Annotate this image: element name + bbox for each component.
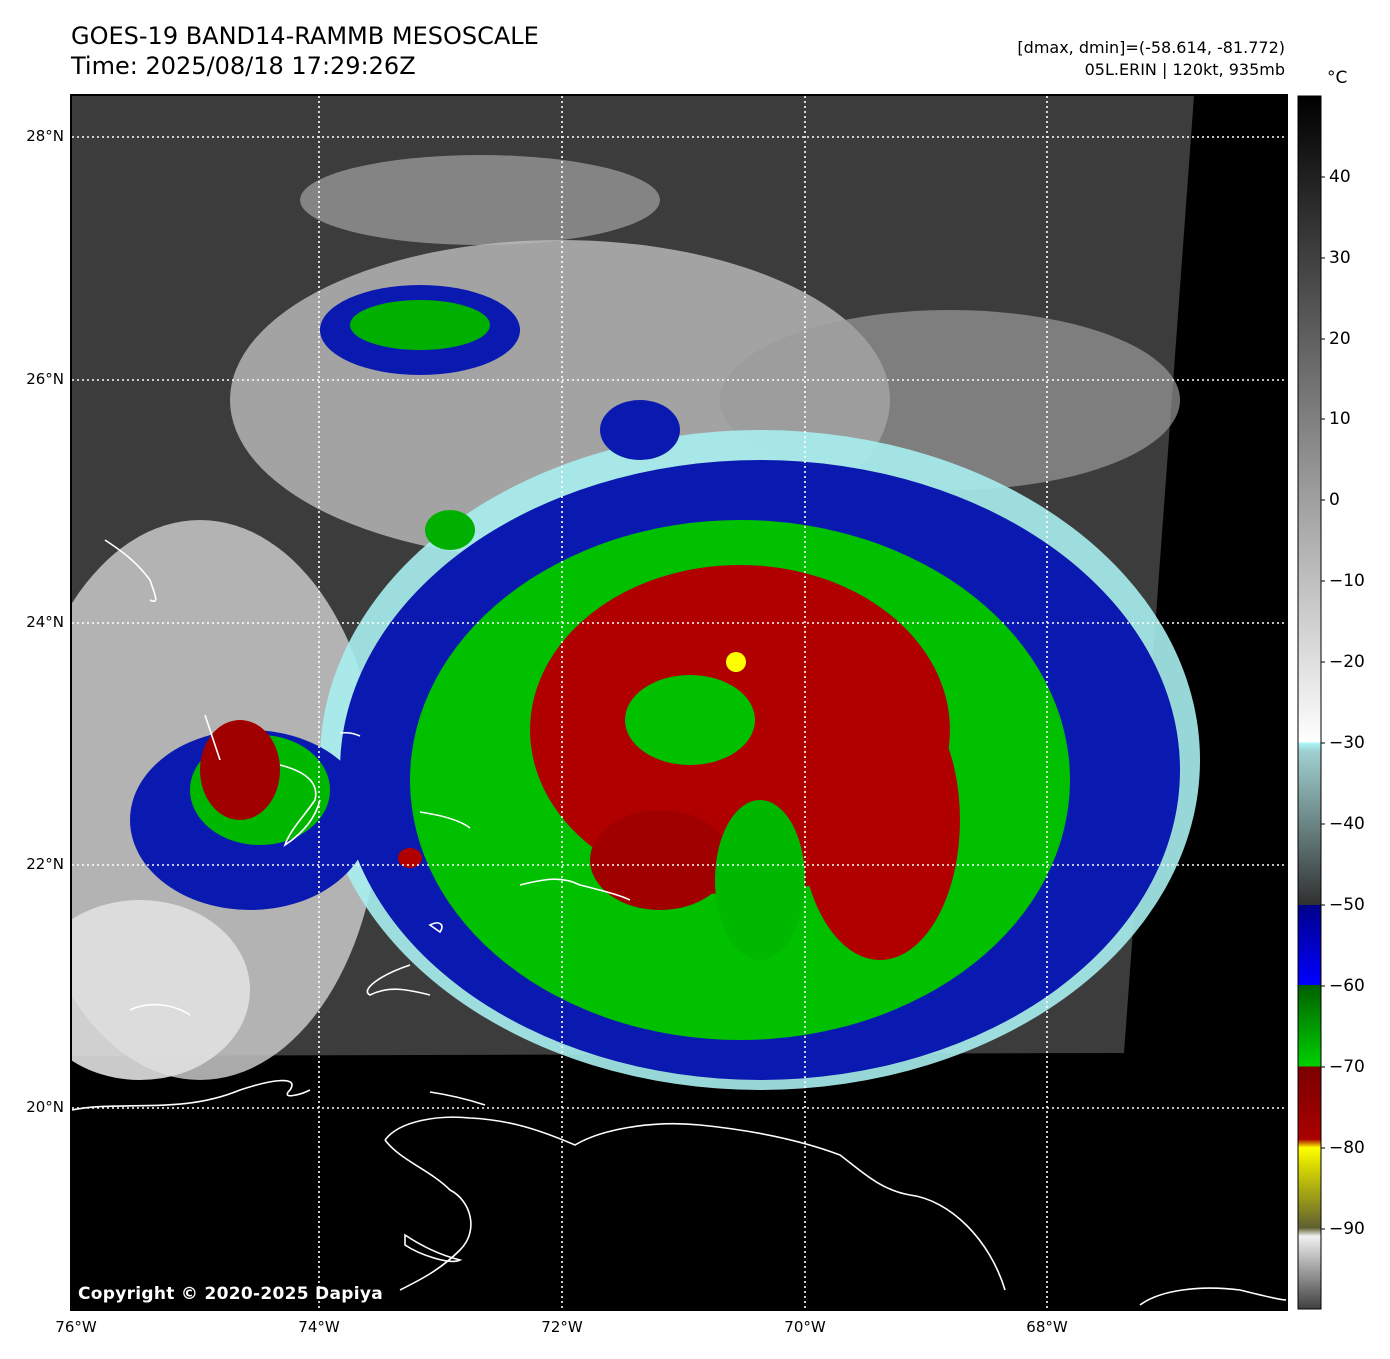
stats-line: [dmax, dmin]=(-58.614, -81.772) [1017,38,1285,57]
lat-label-22n: 22°N [26,855,64,873]
cloud-field-southwest [72,900,250,1080]
red-band-south [590,810,730,910]
lat-label-20n: 20°N [26,1098,64,1116]
title-line-1: GOES-19 BAND14-RAMMB MESOSCALE [71,22,539,50]
green-intrusion [625,675,755,765]
green-cell-north [350,300,490,350]
gridlines [72,96,1286,1309]
colorbar-unit: °C [1327,68,1348,88]
cb-label-m40: −40 [1329,814,1365,834]
lon-label-76w: 76°W [55,1318,97,1336]
cb-label-40: 40 [1329,167,1351,187]
cb-label-m80: −80 [1329,1138,1365,1158]
cb-label-20: 20 [1329,329,1351,349]
map-frame [70,94,1288,1311]
copyright-notice: Copyright © 2020-2025 Dapiya [78,1284,383,1304]
cb-label-m90: −90 [1329,1219,1365,1239]
blue-cell-north-2 [600,400,680,460]
green-cell-north-2 [425,510,475,550]
red-cell-west-2 [398,848,422,868]
coastlines [72,539,1286,1306]
green-band-south [715,800,805,960]
cb-label-30: 30 [1329,248,1351,268]
cb-label-m60: −60 [1329,976,1365,996]
cb-label-m30: −30 [1329,733,1365,753]
lon-label-68w: 68°W [1026,1318,1068,1336]
cb-label-m70: −70 [1329,1057,1365,1077]
cb-label-10: 10 [1329,409,1351,429]
cb-label-m20: −20 [1329,652,1365,672]
lon-label-72w: 72°W [541,1318,583,1336]
storm-eye [726,652,746,672]
red-band-east [800,680,960,960]
lat-label-26n: 26°N [26,370,64,388]
lat-label-28n: 28°N [26,127,64,145]
cb-label-0: 0 [1329,490,1340,510]
title-line-2: Time: 2025/08/18 17:29:26Z [71,52,416,80]
colorbar [1297,95,1322,1310]
storm-line: 05L.ERIN | 120kt, 935mb [1084,60,1285,79]
red-cell-west [200,720,280,820]
cb-label-m50: −50 [1329,895,1365,915]
colorbar-ticks [1321,176,1325,1230]
cb-label-m10: −10 [1329,571,1365,591]
lon-label-74w: 74°W [298,1318,340,1336]
cloud-field-band-north [300,155,660,245]
lon-label-70w: 70°W [784,1318,826,1336]
lat-label-24n: 24°N [26,613,64,631]
